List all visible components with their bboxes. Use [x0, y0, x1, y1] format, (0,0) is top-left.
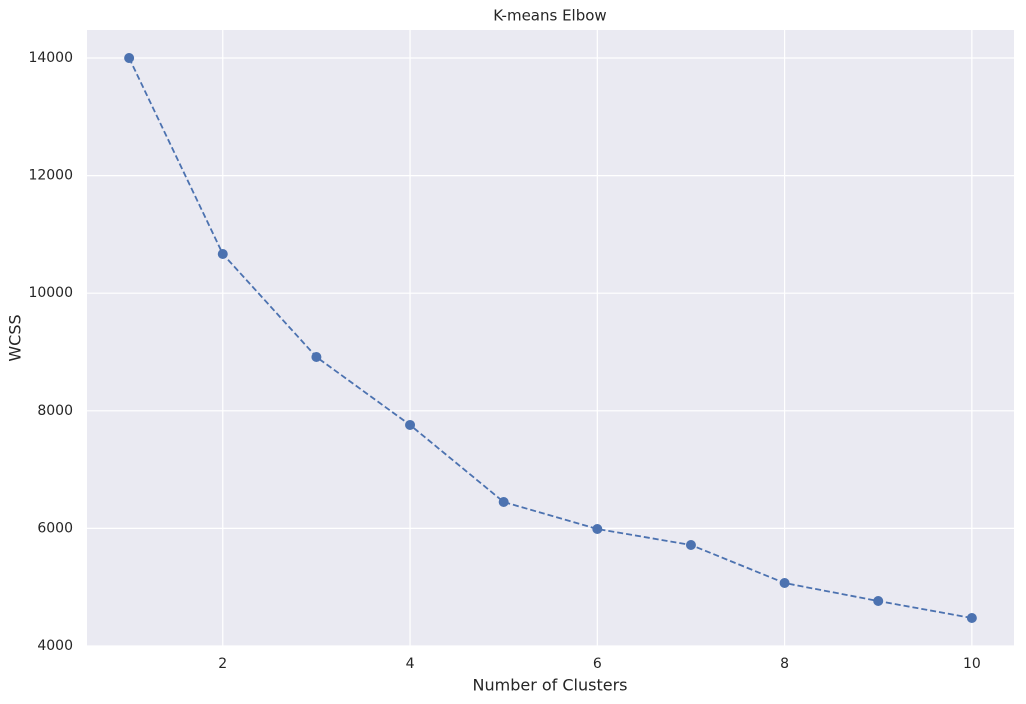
data-point	[779, 578, 790, 589]
series-line	[128, 57, 973, 619]
y-axis-label: WCSS	[6, 314, 25, 361]
x-tick-label: 2	[218, 656, 227, 672]
data-point	[311, 351, 322, 362]
data-point	[592, 523, 603, 534]
data-point	[966, 613, 977, 624]
data-point	[498, 496, 509, 507]
plot-area	[87, 30, 1014, 646]
y-tick-label: 4000	[37, 638, 73, 654]
x-tick-label: 10	[963, 656, 981, 672]
y-tick-label: 8000	[37, 403, 73, 419]
y-tick-label: 10000	[28, 285, 73, 301]
chart-title: K-means Elbow	[493, 7, 606, 25]
x-tick-label: 4	[406, 656, 415, 672]
data-point	[217, 248, 228, 259]
y-tick-label: 6000	[37, 520, 73, 536]
x-tick-label: 8	[780, 656, 789, 672]
x-tick-label: 6	[593, 656, 602, 672]
data-point	[405, 419, 416, 430]
y-tick-label: 12000	[28, 168, 73, 184]
x-axis-label: Number of Clusters	[473, 676, 628, 695]
data-point	[124, 52, 135, 63]
data-point	[685, 539, 696, 550]
data-point	[873, 596, 884, 607]
y-tick-label: 14000	[28, 50, 73, 66]
